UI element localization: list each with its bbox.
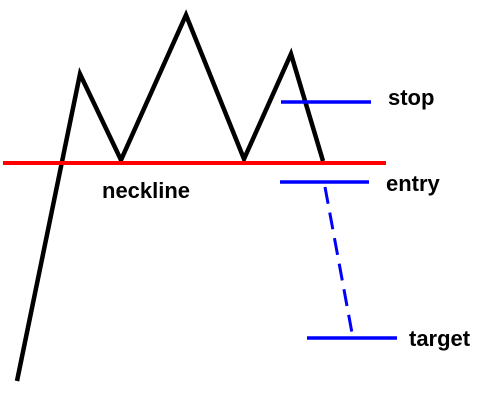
entry-label: entry (386, 171, 441, 196)
stop-label: stop (388, 85, 434, 110)
price-line (14, 9, 326, 382)
projection-dashed-line (323, 186, 354, 334)
neckline-label: neckline (102, 178, 190, 203)
target-label: target (409, 326, 471, 351)
